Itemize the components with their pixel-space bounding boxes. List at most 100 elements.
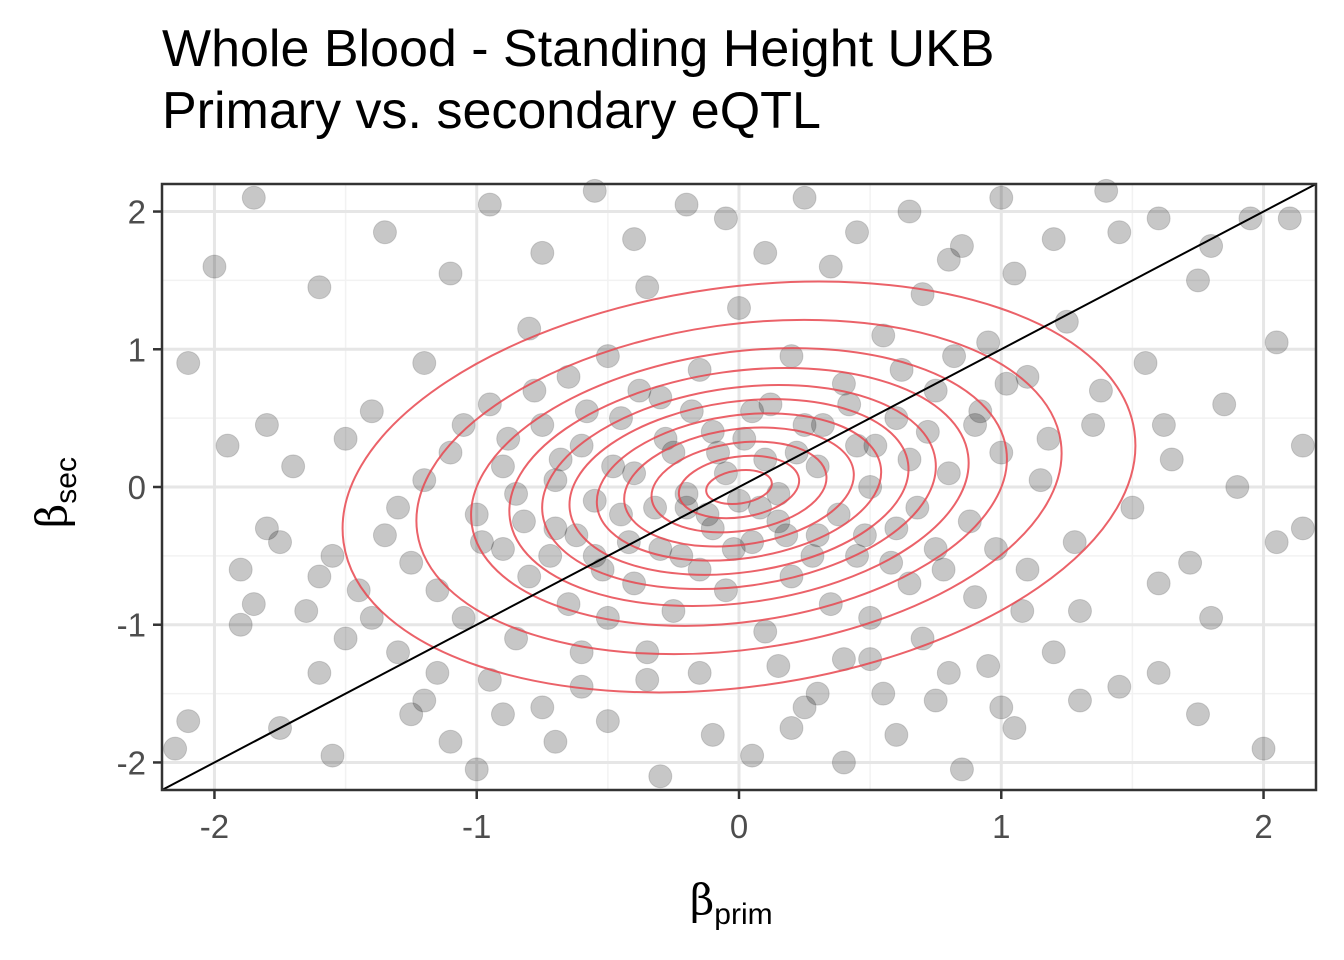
data-point bbox=[687, 660, 712, 685]
data-point bbox=[504, 626, 529, 651]
data-point bbox=[923, 378, 948, 403]
data-point bbox=[1054, 309, 1079, 334]
density-contour bbox=[341, 280, 1137, 694]
data-points bbox=[163, 178, 1315, 789]
data-point bbox=[543, 468, 568, 493]
data-point bbox=[438, 440, 463, 465]
data-point bbox=[897, 571, 922, 596]
data-point bbox=[425, 660, 450, 685]
data-point bbox=[464, 757, 489, 782]
data-point bbox=[879, 550, 904, 575]
data-point bbox=[897, 199, 922, 224]
data-point bbox=[897, 447, 922, 472]
data-point bbox=[1067, 688, 1092, 713]
data-point bbox=[1159, 447, 1184, 472]
data-point bbox=[732, 426, 757, 451]
data-point bbox=[477, 192, 502, 217]
data-point bbox=[805, 681, 830, 706]
data-point bbox=[1146, 660, 1171, 685]
data-point bbox=[333, 426, 358, 451]
data-point bbox=[753, 447, 778, 472]
data-point bbox=[490, 536, 515, 561]
data-point bbox=[163, 736, 188, 761]
data-point bbox=[1264, 530, 1289, 555]
data-point bbox=[622, 227, 647, 252]
density-contour bbox=[415, 318, 1063, 656]
data-point bbox=[477, 392, 502, 417]
data-point bbox=[1041, 640, 1066, 665]
data-point bbox=[1081, 413, 1106, 438]
data-point bbox=[556, 592, 581, 617]
data-point bbox=[949, 757, 974, 782]
data-point bbox=[635, 667, 660, 692]
data-point bbox=[818, 592, 843, 617]
data-point bbox=[1185, 702, 1210, 727]
data-point bbox=[333, 626, 358, 651]
y-tick-label: 0 bbox=[128, 469, 146, 506]
data-point bbox=[399, 550, 424, 575]
chart-title-line-1: Whole Blood - Standing Height UKB bbox=[162, 20, 995, 78]
data-point bbox=[511, 509, 536, 534]
data-point bbox=[1251, 736, 1276, 761]
data-point bbox=[989, 695, 1014, 720]
data-point bbox=[1010, 598, 1035, 623]
data-point bbox=[438, 261, 463, 286]
data-point bbox=[530, 240, 555, 265]
data-point bbox=[176, 709, 201, 734]
data-point bbox=[241, 185, 266, 210]
x-tick-label: -1 bbox=[462, 808, 491, 845]
data-point bbox=[1036, 426, 1061, 451]
data-point bbox=[700, 722, 725, 747]
data-point bbox=[281, 454, 306, 479]
y-axis-symbol: β bbox=[27, 504, 76, 528]
data-point bbox=[936, 660, 961, 685]
data-point bbox=[228, 557, 253, 582]
data-point bbox=[608, 406, 633, 431]
data-point bbox=[669, 543, 694, 568]
data-point bbox=[412, 468, 437, 493]
data-point bbox=[627, 378, 652, 403]
data-point bbox=[727, 488, 751, 513]
data-point bbox=[674, 192, 699, 217]
density-contour bbox=[508, 366, 970, 608]
data-point bbox=[1290, 516, 1315, 541]
data-point bbox=[1067, 598, 1092, 623]
data-point bbox=[320, 543, 345, 568]
data-point bbox=[574, 399, 599, 424]
data-point bbox=[740, 743, 765, 768]
data-point bbox=[490, 702, 515, 727]
x-tick-label: 0 bbox=[730, 808, 748, 845]
data-point bbox=[805, 454, 830, 479]
data-point bbox=[884, 722, 909, 747]
y-tick-label: 2 bbox=[128, 194, 146, 231]
data-point bbox=[753, 240, 778, 265]
data-point bbox=[910, 282, 935, 307]
data-point bbox=[254, 516, 279, 541]
data-point bbox=[942, 344, 967, 369]
data-point bbox=[1133, 351, 1158, 376]
data-point bbox=[1015, 557, 1040, 582]
data-point bbox=[1225, 475, 1250, 499]
data-point bbox=[845, 220, 870, 245]
data-point bbox=[648, 764, 673, 789]
data-point bbox=[496, 426, 521, 451]
chart-title-line-2: Primary vs. secondary eQTL bbox=[162, 82, 821, 140]
data-point bbox=[372, 523, 397, 548]
x-axis-title: βprim bbox=[690, 875, 773, 931]
data-point bbox=[1107, 220, 1132, 245]
data-point bbox=[852, 523, 877, 548]
data-point bbox=[241, 592, 266, 617]
data-point bbox=[1002, 716, 1027, 741]
data-point bbox=[727, 295, 751, 320]
data-point bbox=[425, 578, 450, 603]
data-point bbox=[1264, 330, 1289, 355]
data-point bbox=[307, 660, 332, 685]
data-point bbox=[766, 654, 791, 679]
data-point bbox=[1062, 530, 1087, 555]
y-tick-label: -2 bbox=[117, 744, 146, 781]
data-point bbox=[517, 564, 542, 589]
data-point bbox=[1178, 550, 1203, 575]
data-point bbox=[538, 543, 563, 568]
data-point bbox=[386, 495, 411, 520]
